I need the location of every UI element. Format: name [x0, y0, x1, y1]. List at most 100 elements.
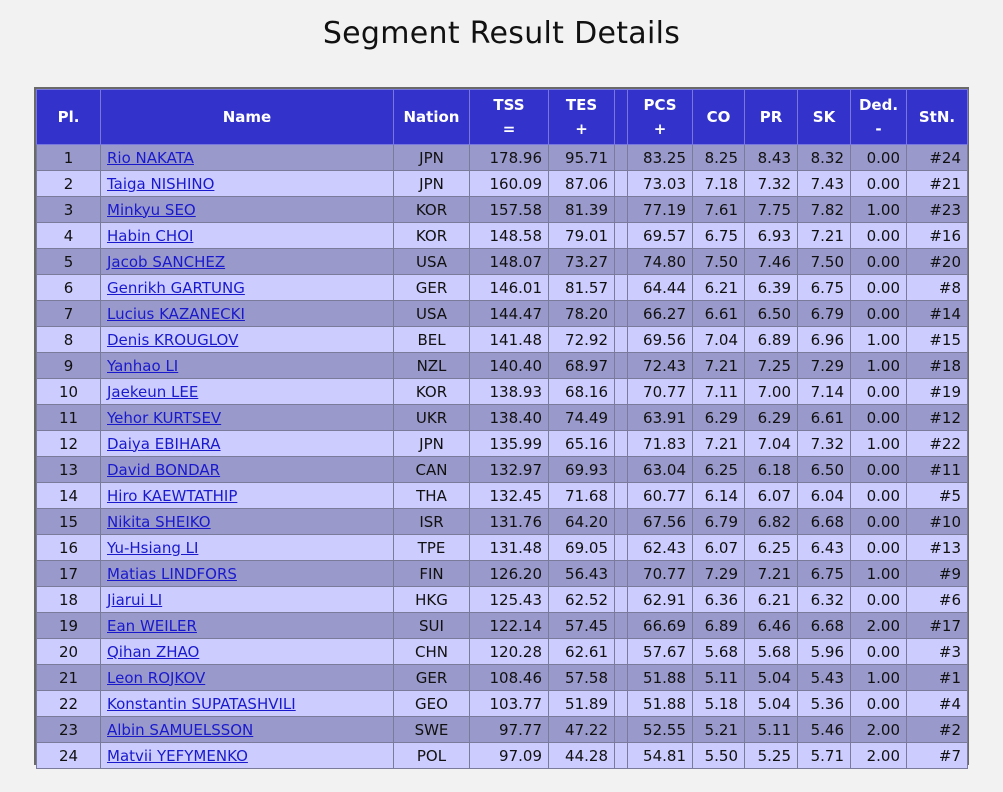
cell-pr: 6.07 — [744, 482, 798, 509]
cell-ded: 0.00 — [850, 586, 907, 613]
cell-pl: 17 — [36, 560, 101, 587]
cell-nation: JPN — [393, 144, 470, 171]
skater-name-link[interactable]: Jaekeun LEE — [107, 382, 199, 401]
skater-name-link[interactable]: Yu-Hsiang LI — [107, 538, 199, 557]
cell-pr: 6.29 — [744, 404, 798, 431]
cell-stn: #8 — [906, 274, 968, 301]
cell-pl: 15 — [36, 508, 101, 535]
cell-name: Denis KROUGLOV — [100, 326, 394, 353]
cell-sk: 6.61 — [797, 404, 851, 431]
cell-pcs: 74.80 — [627, 248, 693, 275]
cell-pr: 7.32 — [744, 170, 798, 197]
cell-nation: GER — [393, 274, 470, 301]
cell-gap — [614, 482, 628, 509]
cell-tss: 103.77 — [469, 690, 549, 717]
cell-tss: 120.28 — [469, 638, 549, 665]
cell-name: Rio NAKATA — [100, 144, 394, 171]
cell-pcs: 60.77 — [627, 482, 693, 509]
cell-stn: #9 — [906, 560, 968, 587]
column-header-tss: TSS = — [469, 89, 549, 145]
cell-pcs: 83.25 — [627, 144, 693, 171]
cell-sk: 6.75 — [797, 560, 851, 587]
skater-name-link[interactable]: Nikita SHEIKO — [107, 512, 211, 531]
skater-name-link[interactable]: Albin SAMUELSSON — [107, 720, 254, 739]
cell-gap — [614, 300, 628, 327]
cell-gap — [614, 326, 628, 353]
cell-tss: 140.40 — [469, 352, 549, 379]
column-header-label: Name — [222, 108, 272, 126]
cell-pr: 8.43 — [744, 144, 798, 171]
skater-name-link[interactable]: Hiro KAEWTATHIP — [107, 486, 238, 505]
column-header-label: PCS — [643, 96, 677, 114]
column-header-co: CO — [692, 89, 745, 145]
skater-name-link[interactable]: Minkyu SEO — [107, 200, 196, 219]
skater-name-link[interactable]: Daiya EBIHARA — [107, 434, 221, 453]
cell-tss: 178.96 — [469, 144, 549, 171]
skater-name-link[interactable]: Lucius KAZANECKI — [107, 304, 245, 323]
cell-ded: 1.00 — [850, 352, 907, 379]
cell-pr: 6.21 — [744, 586, 798, 613]
cell-pl: 16 — [36, 534, 101, 561]
cell-pcs: 66.27 — [627, 300, 693, 327]
column-header-label: Pl. — [57, 108, 80, 126]
column-header-tes: TES + — [548, 89, 615, 145]
cell-name: Hiro KAEWTATHIP — [100, 482, 394, 509]
skater-name-link[interactable]: Matias LINDFORS — [107, 564, 237, 583]
skater-name-link[interactable]: Konstantin SUPATASHVILI — [107, 694, 296, 713]
cell-pr: 7.21 — [744, 560, 798, 587]
skater-name-link[interactable]: Taiga NISHINO — [107, 174, 215, 193]
cell-nation: USA — [393, 300, 470, 327]
table-row: 8 Denis KROUGLOV BEL 141.48 72.92 69.56 7.04 6.… — [36, 326, 968, 353]
skater-name-link[interactable]: Yanhao LI — [107, 356, 179, 375]
cell-sk: 5.43 — [797, 664, 851, 691]
skater-name-link[interactable]: Jiarui LI — [107, 590, 163, 609]
cell-tss: 131.76 — [469, 508, 549, 535]
table-row: 18 Jiarui LI HKG 125.43 62.52 62.91 6.36 6.21 6.… — [36, 586, 968, 613]
cell-tes: 71.68 — [548, 482, 615, 509]
cell-tes: 51.89 — [548, 690, 615, 717]
cell-tes: 95.71 — [548, 144, 615, 171]
cell-nation: NZL — [393, 352, 470, 379]
cell-ded: 0.00 — [850, 144, 907, 171]
cell-ded: 2.00 — [850, 742, 907, 769]
cell-tss: 126.20 — [469, 560, 549, 587]
cell-ded: 0.00 — [850, 248, 907, 275]
column-header-label: Ded. — [858, 96, 899, 114]
skater-name-link[interactable]: Habin CHOI — [107, 226, 194, 245]
skater-name-link[interactable]: Yehor KURTSEV — [107, 408, 222, 427]
cell-nation: BEL — [393, 326, 470, 353]
skater-name-link[interactable]: Genrikh GARTUNG — [107, 278, 245, 297]
skater-name-link[interactable]: Jacob SANCHEZ — [107, 252, 226, 271]
skater-name-link[interactable]: Matvii YEFYMENKO — [107, 746, 248, 765]
cell-pcs: 52.55 — [627, 716, 693, 743]
cell-gap — [614, 560, 628, 587]
skater-name-link[interactable]: Qihan ZHAO — [107, 642, 200, 661]
cell-ded: 0.00 — [850, 274, 907, 301]
cell-stn: #22 — [906, 430, 968, 457]
skater-name-link[interactable]: Denis KROUGLOV — [107, 330, 239, 349]
cell-gap — [614, 352, 628, 379]
cell-stn: #1 — [906, 664, 968, 691]
column-header-label: TSS — [493, 96, 525, 114]
cell-sk: 6.04 — [797, 482, 851, 509]
cell-tes: 81.39 — [548, 196, 615, 223]
cell-co: 6.61 — [692, 300, 745, 327]
skater-name-link[interactable]: Leon ROJKOV — [107, 668, 206, 687]
cell-stn: #24 — [906, 144, 968, 171]
cell-pr: 7.00 — [744, 378, 798, 405]
column-header-label: Nation — [403, 108, 460, 126]
cell-co: 5.18 — [692, 690, 745, 717]
cell-sk: 5.36 — [797, 690, 851, 717]
skater-name-link[interactable]: David BONDAR — [107, 460, 221, 479]
cell-gap — [614, 430, 628, 457]
cell-stn: #12 — [906, 404, 968, 431]
cell-name: Daiya EBIHARA — [100, 430, 394, 457]
results-table: Pl. Name Nation TSS = TES + PCS + CO PR SK Ded. - StN.… — [36, 89, 968, 769]
cell-nation: UKR — [393, 404, 470, 431]
skater-name-link[interactable]: Rio NAKATA — [107, 148, 194, 167]
cell-pr: 5.04 — [744, 664, 798, 691]
skater-name-link[interactable]: Ean WEILER — [107, 616, 197, 635]
cell-ded: 0.00 — [850, 482, 907, 509]
cell-nation: GEO — [393, 690, 470, 717]
